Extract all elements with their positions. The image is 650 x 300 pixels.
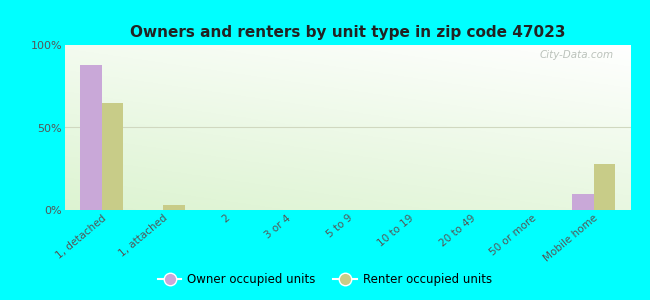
Text: City-Data.com: City-Data.com [540,50,614,60]
Bar [81,65,102,210]
Bar [163,205,185,210]
Legend: Owner occupied units, Renter occupied units: Owner occupied units, Renter occupied un… [153,269,497,291]
Bar [102,103,124,210]
Bar [572,194,593,210]
Bar [593,164,615,210]
Title: Owners and renters by unit type in zip code 47023: Owners and renters by unit type in zip c… [130,25,566,40]
